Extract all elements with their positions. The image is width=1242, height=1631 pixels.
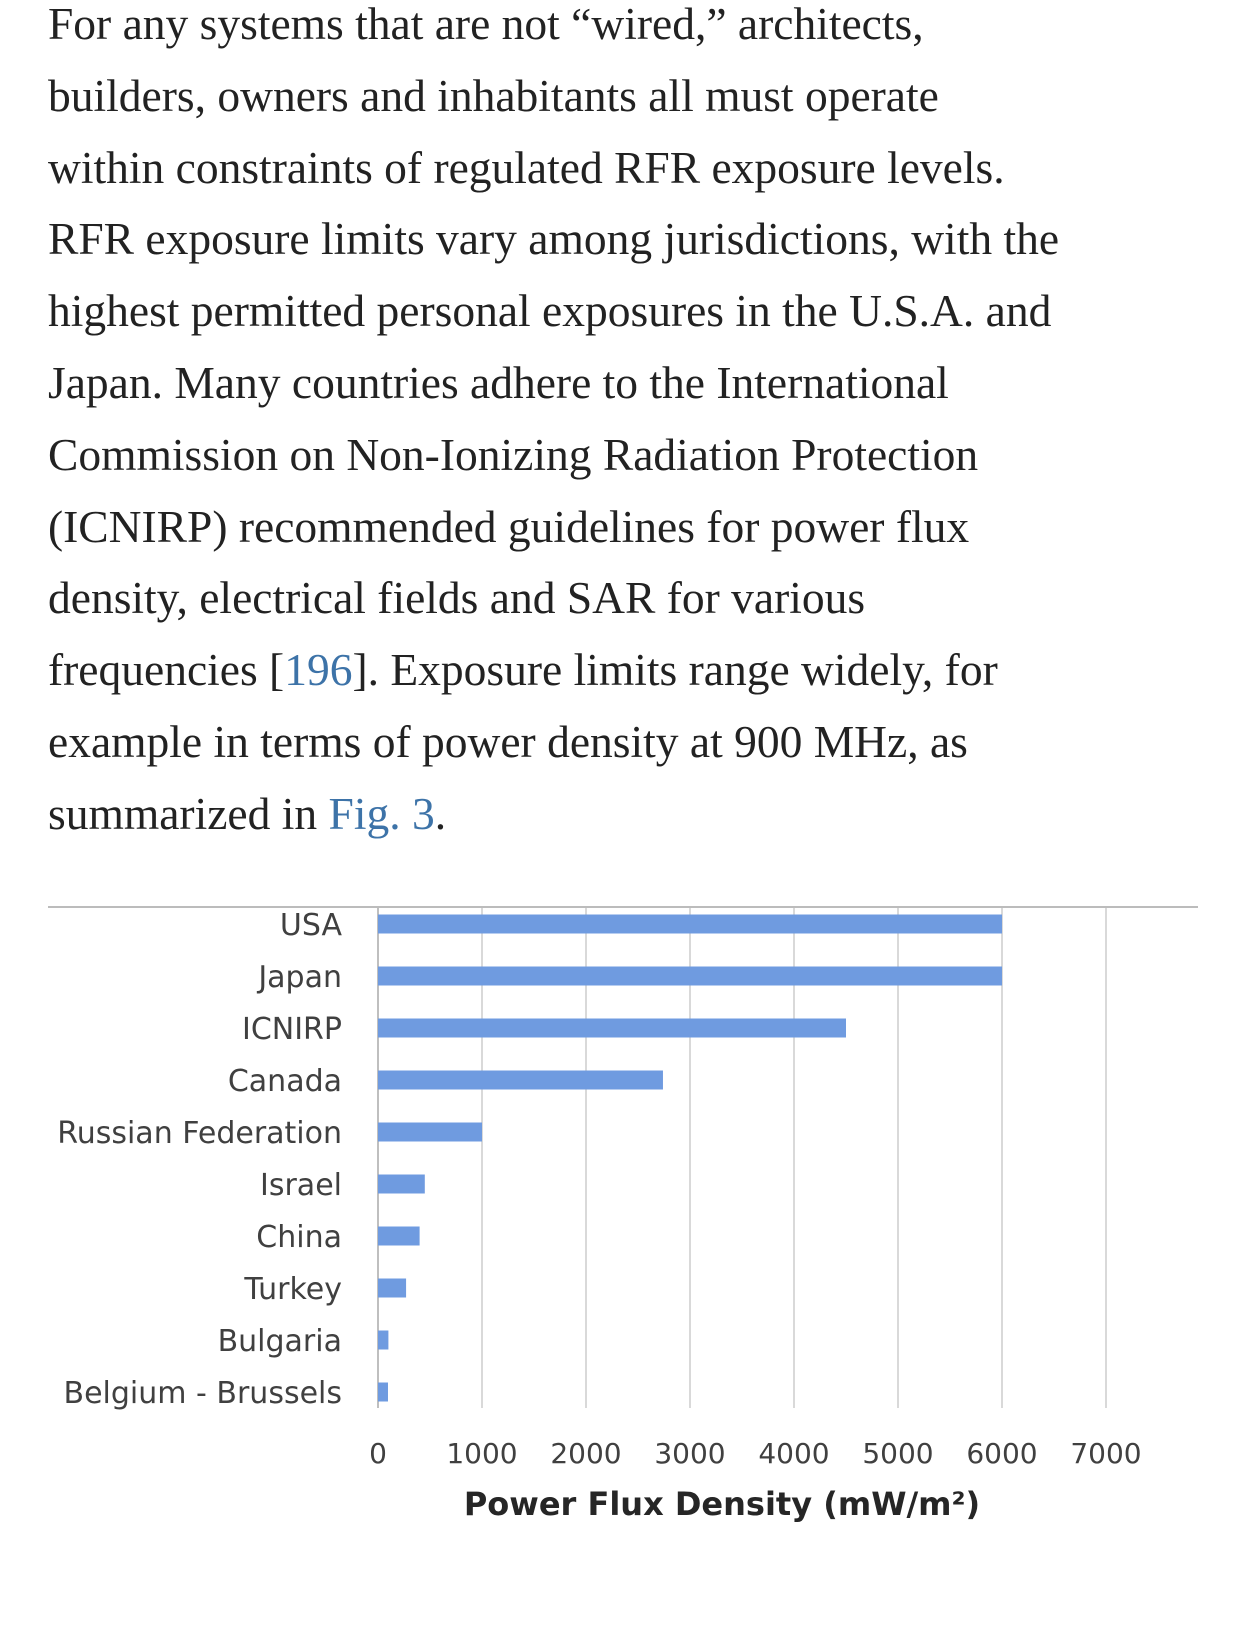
category-label-israel: Israel	[260, 1168, 342, 1203]
x-tick-label-4000: 4000	[758, 1437, 829, 1470]
x-tick-label-7000: 7000	[1070, 1437, 1141, 1470]
paragraph-line: RFR exposure limits vary among jurisdict…	[48, 213, 1060, 265]
category-label-belgium-brussels: Belgium - Brussels	[64, 1376, 343, 1411]
bar-israel	[378, 1174, 425, 1194]
x-tick-label-0: 0	[369, 1437, 387, 1470]
bar-icnirp	[378, 1018, 846, 1038]
bar-belgium-brussels	[378, 1382, 388, 1402]
paragraph-line: builders, owners and inhabitants all mus…	[48, 69, 939, 121]
bar-turkey	[378, 1278, 407, 1298]
x-tick-label-1000: 1000	[446, 1437, 517, 1470]
power-flux-density-bar-chart: USA Japan ICNIRP Canada Russian Federation Is…	[57, 908, 1142, 1523]
category-label-china: China	[256, 1220, 342, 1255]
category-label-bulgaria: Bulgaria	[218, 1324, 342, 1359]
bar-bulgaria	[378, 1330, 389, 1350]
x-tick-label-3000: 3000	[654, 1437, 725, 1470]
x-tick-label-5000: 5000	[862, 1437, 933, 1470]
bar-russian-federation	[378, 1122, 482, 1142]
paragraph-line: example in terms of power density at 900…	[48, 715, 968, 767]
bar-canada	[378, 1070, 663, 1090]
paragraph-line: summarized in Fig. 3.	[48, 778, 1208, 850]
bar-china	[378, 1226, 420, 1246]
paragraph-line: frequencies [196]. Exposure limits range…	[48, 634, 1208, 706]
paragraph-line: For any systems that are not “wired,” ar…	[48, 0, 924, 49]
category-label-japan: Japan	[256, 960, 342, 995]
text-fragment: .	[434, 787, 447, 839]
text-fragment: frequencies [	[48, 644, 285, 696]
category-label-canada: Canada	[228, 1064, 342, 1099]
article-text: For any systems that are not “wired,” ar…	[48, 0, 1208, 850]
figure-divider	[48, 906, 1198, 908]
paragraph-line: within constraints of regulated RFR expo…	[48, 141, 1005, 193]
figure-link[interactable]: Fig. 3	[328, 787, 435, 839]
x-tick-label-2000: 2000	[550, 1437, 621, 1470]
category-label-usa: USA	[280, 908, 343, 943]
text-fragment: summarized in	[48, 787, 329, 839]
category-label-turkey: Turkey	[243, 1272, 342, 1307]
reference-link-196[interactable]: 196	[284, 644, 353, 696]
category-label-icnirp: ICNIRP	[242, 1012, 342, 1047]
paragraph-line: density, electrical fields and SAR for v…	[48, 572, 866, 624]
text-fragment: ]. Exposure limits range widely, for	[352, 644, 998, 696]
paragraph-line: highest permitted personal exposures in …	[48, 285, 1052, 337]
paragraph-line: Japan. Many countries adhere to the Inte…	[48, 356, 949, 408]
x-tick-label-6000: 6000	[966, 1437, 1037, 1470]
x-axis-title: Power Flux Density (mW/m²)	[464, 1485, 980, 1523]
paragraph-line: Commission on Non-Ionizing Radiation Pro…	[48, 428, 979, 480]
bar-japan	[378, 966, 1002, 986]
bar-usa	[378, 914, 1002, 934]
category-label-russian-federation: Russian Federation	[57, 1116, 342, 1151]
paragraph-line: (ICNIRP) recommended guidelines for powe…	[48, 500, 970, 552]
